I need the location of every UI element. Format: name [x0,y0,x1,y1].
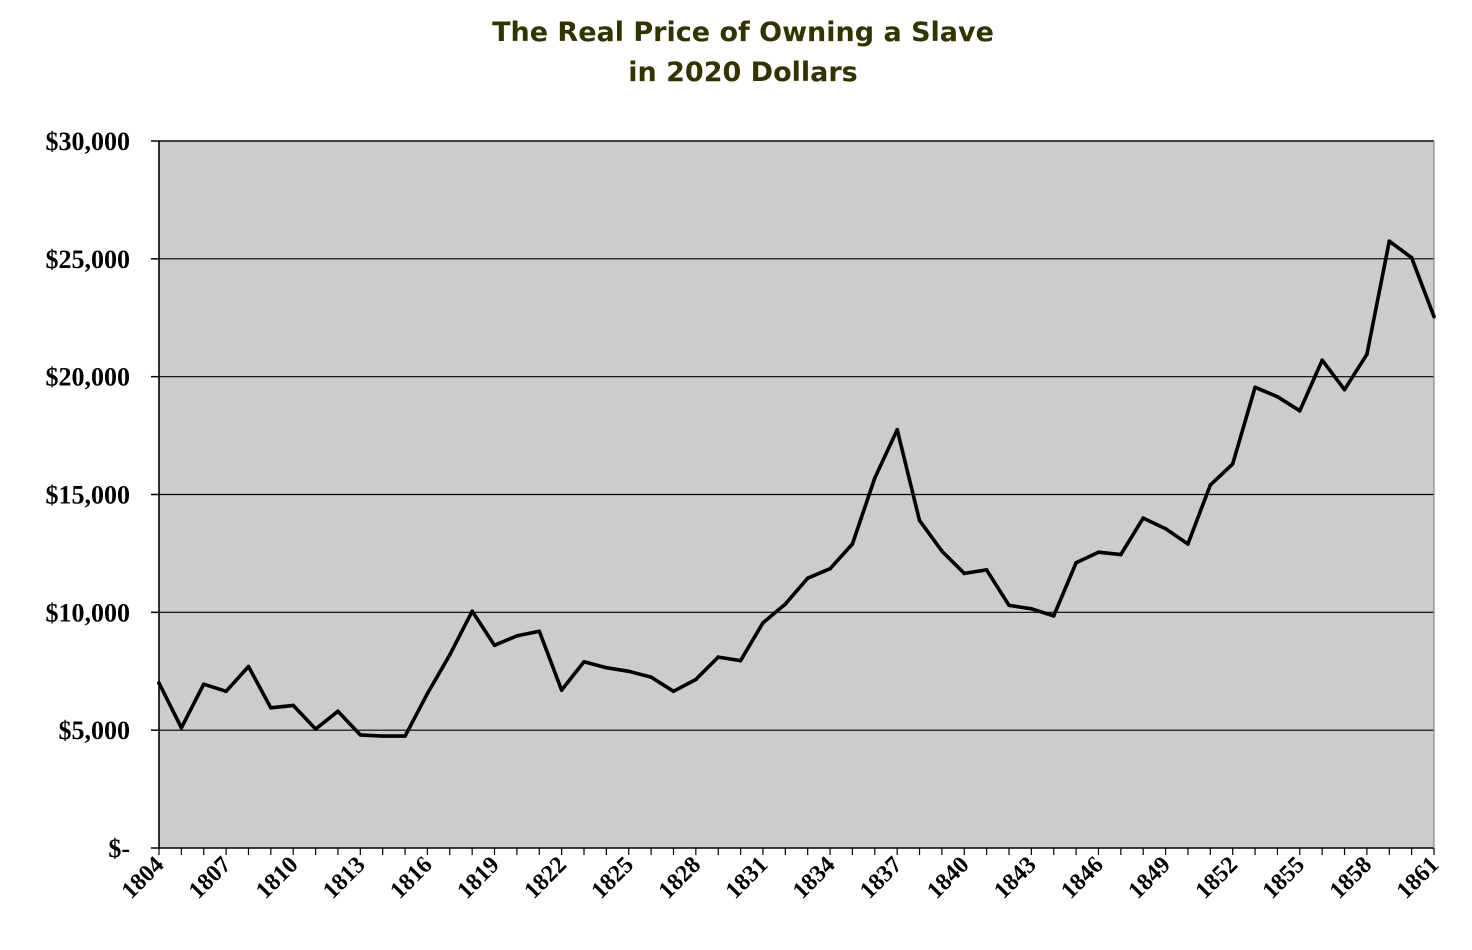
data-point [336,709,340,714]
data-point [1275,394,1280,399]
data-point [828,566,832,571]
data-point [246,664,251,669]
data-point [201,682,206,687]
x-tick-label: 1840 [922,852,974,904]
data-point [269,705,273,710]
x-tick-label: 1858 [1325,852,1377,904]
data-point [1297,409,1302,413]
data-point [1387,239,1392,243]
data-point [962,571,967,576]
y-tick-label: $10,000 [46,598,131,627]
data-point [671,689,676,694]
x-tick-label: 1825 [587,852,639,904]
series-layer [157,239,1436,738]
x-tick-label: 1819 [452,852,504,904]
data-point [1186,542,1190,546]
x-tick-label: 1813 [318,852,370,904]
x-tick-label: 1810 [251,852,303,904]
data-point [447,652,452,657]
axes [158,140,1435,855]
data-point [872,476,877,480]
data-point [1119,552,1123,557]
data-point [1051,614,1056,618]
data-point [358,733,363,737]
x-tick-label: 1843 [989,852,1041,904]
x-tick-label: 1849 [1123,852,1175,904]
data-point [515,634,519,638]
data-point [1230,462,1235,466]
y-tick-label: $- [108,834,130,863]
data-point [1342,387,1347,392]
data-point [1029,606,1034,611]
x-tick-label: 1855 [1258,852,1310,904]
data-point [940,549,944,553]
data-point [559,688,564,692]
data-point [582,660,586,664]
data-point [738,658,743,663]
y-tick-label: $5,000 [59,716,131,745]
y-tick-label: $20,000 [46,363,131,392]
data-point [224,689,228,694]
y-tick-label: $15,000 [46,481,131,510]
data-point [850,542,855,546]
x-tick-label: 1852 [1191,852,1243,904]
data-point [1320,358,1324,362]
x-axis-tick-labels: 1804 1807 1810 1813 1816 1819 1822 1825 1828 1831… [117,852,1444,904]
data-point [403,734,407,738]
y-tick-label: $25,000 [46,245,131,274]
data-point [537,629,542,633]
data-point [313,727,318,731]
data-point [649,675,653,679]
data-point [1096,550,1101,555]
data-point [716,655,721,659]
x-tick-label: 1831 [721,852,773,904]
x-tick-label: 1837 [855,852,907,904]
data-point [1163,526,1168,531]
data-point [604,665,609,670]
chart-subtitle: in 2020 Dollars [628,57,858,88]
data-point [380,734,385,738]
data-point [626,669,631,674]
data-point [1409,255,1414,260]
x-tick-label: 1861 [1392,852,1444,904]
y-tick-label: $30,000 [46,127,131,156]
x-tick-label: 1822 [520,852,572,904]
data-point [984,568,989,572]
data-point [492,643,497,648]
data-point [761,621,765,625]
data-point [694,677,698,682]
data-point [1432,314,1436,319]
data-point [895,427,899,432]
data-point [805,576,810,580]
data-point [1253,385,1257,390]
x-tick-label: 1816 [385,852,437,904]
series-line [157,239,1436,738]
data-point [425,691,430,696]
x-tick-label: 1834 [788,852,840,904]
data-point [1365,352,1369,357]
data-point [1007,603,1011,608]
data-point [1074,561,1078,565]
x-tick-label: 1828 [654,852,706,904]
y-axis-tick-labels: $- $5,000 $10,000 $15,000 $20,000 $25,000 $30,… [46,127,131,863]
data-point [1141,516,1146,520]
x-tick-label: 1846 [1056,852,1108,904]
data-point [783,602,788,606]
chart-title: The Real Price of Owning a Slave [492,17,994,48]
data-point [1208,483,1213,487]
data-point [157,681,161,685]
data-point [179,726,184,730]
x-tick-label: 1807 [184,852,236,904]
data-point [291,703,296,708]
data-point [917,518,922,523]
data-point [470,609,474,613]
